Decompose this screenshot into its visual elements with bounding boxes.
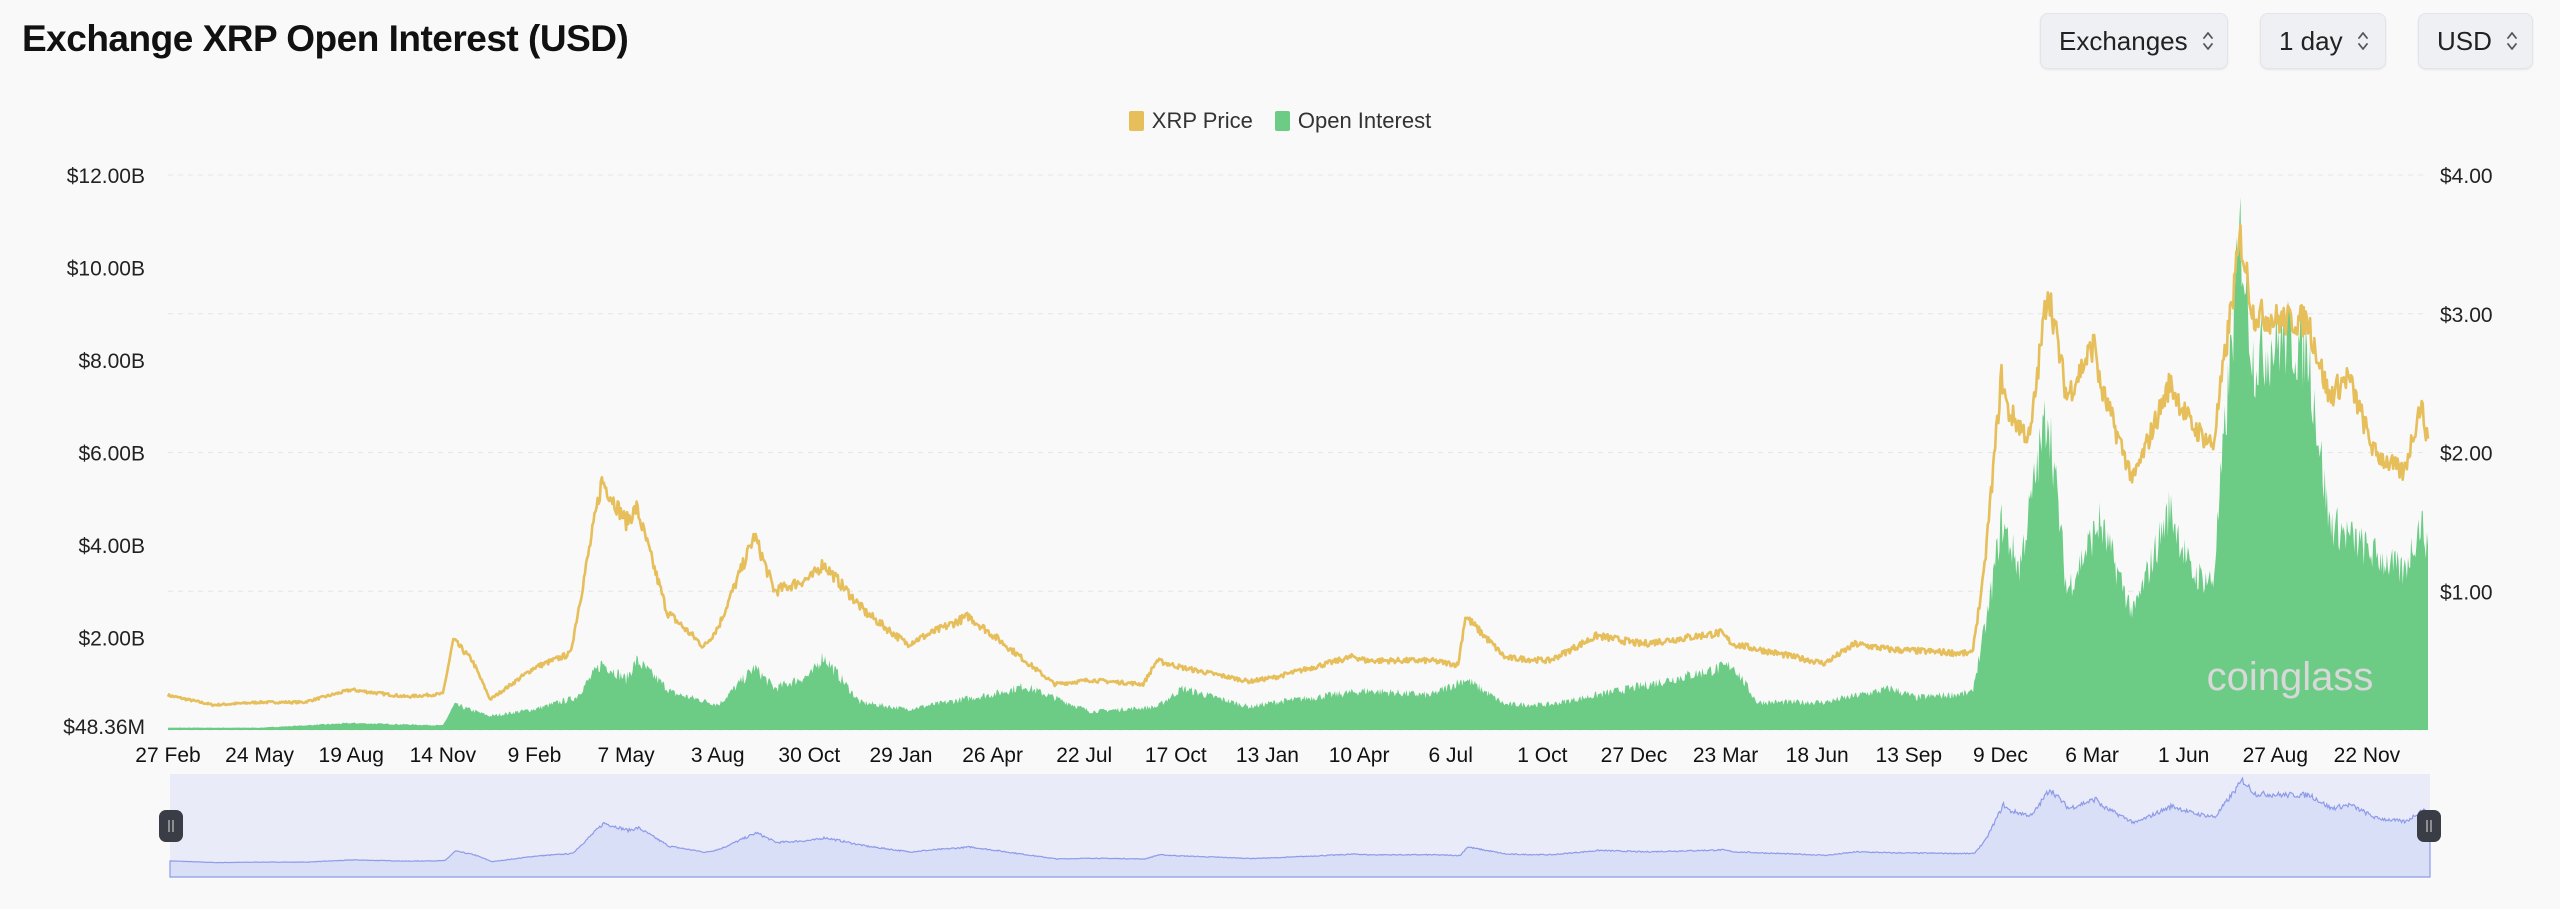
currency-select[interactable]: USD <box>2418 13 2533 69</box>
y-right-tick-label: $3.00 <box>2440 304 2493 327</box>
x-tick-label: 27 Feb <box>135 744 200 767</box>
open-interest-area <box>168 196 2428 731</box>
legend-item-open-interest[interactable]: Open Interest <box>1274 108 1432 134</box>
x-tick-label: 17 Oct <box>1145 744 1207 767</box>
x-tick-label: 9 Dec <box>1973 744 2028 767</box>
x-tick-label: 19 Aug <box>319 744 384 767</box>
y-left-tick-label: $4.00B <box>78 535 145 558</box>
exchanges-select-label: Exchanges <box>2059 25 2188 56</box>
x-tick-label: 3 Aug <box>691 744 745 767</box>
page-title: Exchange XRP Open Interest (USD) <box>22 18 629 59</box>
y-right-tick-label: $2.00 <box>2440 443 2493 466</box>
x-tick-label: 29 Jan <box>869 744 932 767</box>
x-tick-label: 22 Nov <box>2334 744 2401 767</box>
navigator-handle-left[interactable] <box>159 810 183 842</box>
x-tick-label: 26 Apr <box>962 744 1023 767</box>
interval-select[interactable]: 1 day <box>2260 13 2386 69</box>
updown-chevron-icon <box>2507 32 2517 50</box>
x-tick-label: 22 Jul <box>1056 744 1112 767</box>
x-tick-label: 10 Apr <box>1329 744 1390 767</box>
exchanges-select[interactable]: Exchanges <box>2040 13 2228 69</box>
legend-swatch-open-interest <box>1274 111 1290 131</box>
y-left-tick-label: $8.00B <box>78 350 145 373</box>
x-tick-label: 6 Jul <box>1429 744 1473 767</box>
x-tick-label: 24 May <box>225 744 294 767</box>
updown-chevron-icon <box>2357 32 2368 50</box>
interval-select-label: 1 day <box>2279 25 2343 56</box>
legend-item-price[interactable]: XRP Price <box>1128 108 1253 134</box>
updown-chevron-icon <box>2202 32 2213 50</box>
legend-swatch-price <box>1128 111 1144 131</box>
x-tick-label: 1 Oct <box>1517 744 1567 767</box>
x-tick-label: 27 Dec <box>1601 744 1668 767</box>
legend-label-price: XRP Price <box>1151 108 1253 133</box>
legend: XRP Price Open Interest <box>0 108 2560 134</box>
currency-select-label: USD <box>2437 25 2492 56</box>
y-left-tick-label: $6.00B <box>78 443 145 466</box>
legend-label-open-interest: Open Interest <box>1297 108 1432 133</box>
x-tick-label: 18 Jun <box>1786 744 1849 767</box>
y-left-tick-label: $10.00B <box>67 258 145 281</box>
y-left-tick-label: $2.00B <box>78 628 145 651</box>
x-tick-label: 30 Oct <box>778 744 840 767</box>
x-tick-label: 14 Nov <box>410 744 477 767</box>
x-tick-label: 13 Sep <box>1876 744 1943 767</box>
x-tick-label: 1 Jun <box>2158 744 2209 767</box>
navigator-series <box>169 776 2431 878</box>
xrp-price-line <box>166 224 2430 707</box>
y-left-tick-label: $12.00B <box>67 165 145 188</box>
y-right-tick-label: $4.00 <box>2440 165 2493 188</box>
x-tick-label: 6 Mar <box>2065 744 2119 767</box>
x-tick-label: 7 May <box>598 744 656 767</box>
y-left-tick-label: $48.36M <box>63 716 145 739</box>
x-tick-label: 23 Mar <box>1693 744 1758 767</box>
x-tick-label: 27 Aug <box>2243 744 2308 767</box>
x-tick-label: 9 Feb <box>508 744 562 767</box>
watermark: coinglass <box>2207 655 2374 699</box>
navigator-handle-right[interactable] <box>2417 810 2441 842</box>
y-right-tick-label: $1.00 <box>2440 581 2493 604</box>
x-tick-label: 13 Jan <box>1236 744 1299 767</box>
